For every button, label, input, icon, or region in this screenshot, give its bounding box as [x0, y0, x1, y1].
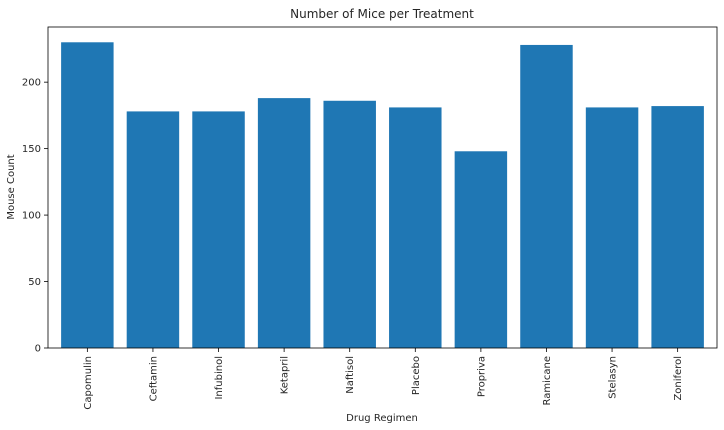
plot-frame — [47, 26, 718, 349]
bar-ceftamin — [126, 111, 180, 349]
x-tick-label: Naftisol — [345, 356, 356, 394]
bars-group — [61, 42, 704, 349]
x-tick-label: Infubinol — [214, 356, 225, 400]
x-tick-label: Placebo — [411, 356, 422, 395]
bar-propriva — [454, 151, 508, 348]
chart-title: Number of Mice per Treatment — [290, 7, 474, 21]
x-tick-label: Stelasyn — [608, 356, 619, 399]
x-tick-label: Capomulin — [83, 356, 94, 410]
x-tick-label: Ketapril — [280, 356, 291, 394]
y-tick-label: 200 — [22, 78, 41, 89]
x-axis-label: Drug Regimen — [346, 413, 418, 424]
bar-placebo — [389, 107, 442, 349]
x-axis-ticks: Capomulin Ceftamin Infubinol Ketapril Naftis… — [83, 348, 684, 410]
bar-ketapril — [257, 98, 311, 348]
y-tick-label: 150 — [22, 144, 41, 155]
bar-capomulin — [61, 42, 114, 349]
y-tick-label: 0 — [35, 344, 41, 355]
x-tick-label: Ceftamin — [148, 356, 159, 401]
y-axis-ticks: 0 50 100 150 200 — [22, 78, 48, 355]
bar-ramicane — [520, 44, 573, 349]
x-tick-label: Zoniferol — [673, 356, 684, 401]
y-tick-label: 100 — [22, 211, 41, 222]
bar-infubinol — [192, 111, 245, 349]
y-axis-label: Mouse Count — [6, 154, 17, 219]
bar-naftisol — [323, 100, 376, 348]
y-tick-label: 50 — [28, 277, 41, 288]
bar-zoniferol — [651, 106, 704, 348]
bar-stelasyn — [585, 107, 639, 349]
x-tick-label: Ramicane — [542, 356, 553, 406]
x-tick-label: Propriva — [476, 356, 487, 397]
